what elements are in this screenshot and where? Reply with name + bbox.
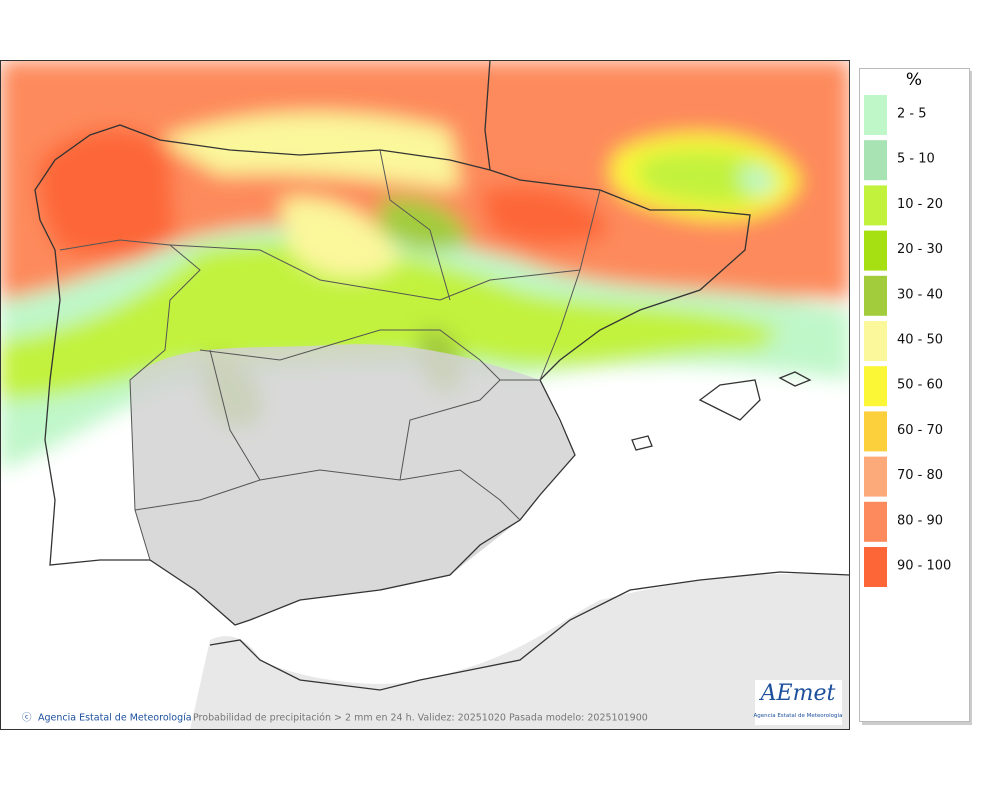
legend-label: 2 - 5	[897, 107, 927, 122]
legend-label: 5 - 10	[897, 152, 935, 167]
logo-box	[755, 680, 842, 725]
copyright: ⓒ	[22, 713, 32, 724]
legend-swatch	[864, 411, 887, 452]
caption: Probabilidad de precipitación > 2 mm en …	[193, 713, 648, 724]
legend-swatch	[864, 366, 887, 407]
legend-label: 50 - 60	[897, 378, 943, 393]
legend-swatch	[864, 456, 887, 497]
region-borders	[59, 149, 601, 561]
legend-title: %	[906, 70, 922, 90]
logo-name: AEmet	[759, 681, 836, 706]
logo-subtitle: Agencia Estatal de Meteorología	[754, 712, 843, 719]
legend-label: 40 - 50	[897, 333, 943, 348]
legend-label: 30 - 40	[897, 287, 943, 302]
agency: Agencia Estatal de Meteorología	[38, 713, 192, 724]
legend-swatch	[864, 185, 887, 226]
legend-swatch	[864, 275, 887, 316]
legend-label: 70 - 80	[897, 468, 943, 483]
legend-swatch	[864, 230, 887, 271]
legend-swatch	[864, 501, 887, 542]
legend-label: 80 - 90	[897, 513, 943, 528]
probability-field	[0, 60, 850, 470]
logo: AEmet Agencia Estatal de Meteorología	[754, 680, 843, 725]
legend-label: 20 - 30	[897, 242, 943, 257]
legend-label: 10 - 20	[897, 197, 943, 212]
legend: % 2 - 5 5 - 10 10 - 20 20 - 30 30 - 40 40 - 5…	[859, 68, 972, 725]
legend-swatch	[864, 140, 887, 181]
legend-swatch	[864, 321, 887, 361]
legend-swatch	[864, 95, 887, 135]
coastline	[34, 60, 850, 691]
africa	[190, 573, 850, 730]
dry-land	[130, 344, 575, 625]
map-frame	[0, 60, 850, 730]
legend-swatch	[864, 547, 887, 587]
legend-label: 90 - 100	[897, 559, 951, 574]
map	[0, 60, 850, 730]
legend-label: 60 - 70	[897, 423, 943, 438]
